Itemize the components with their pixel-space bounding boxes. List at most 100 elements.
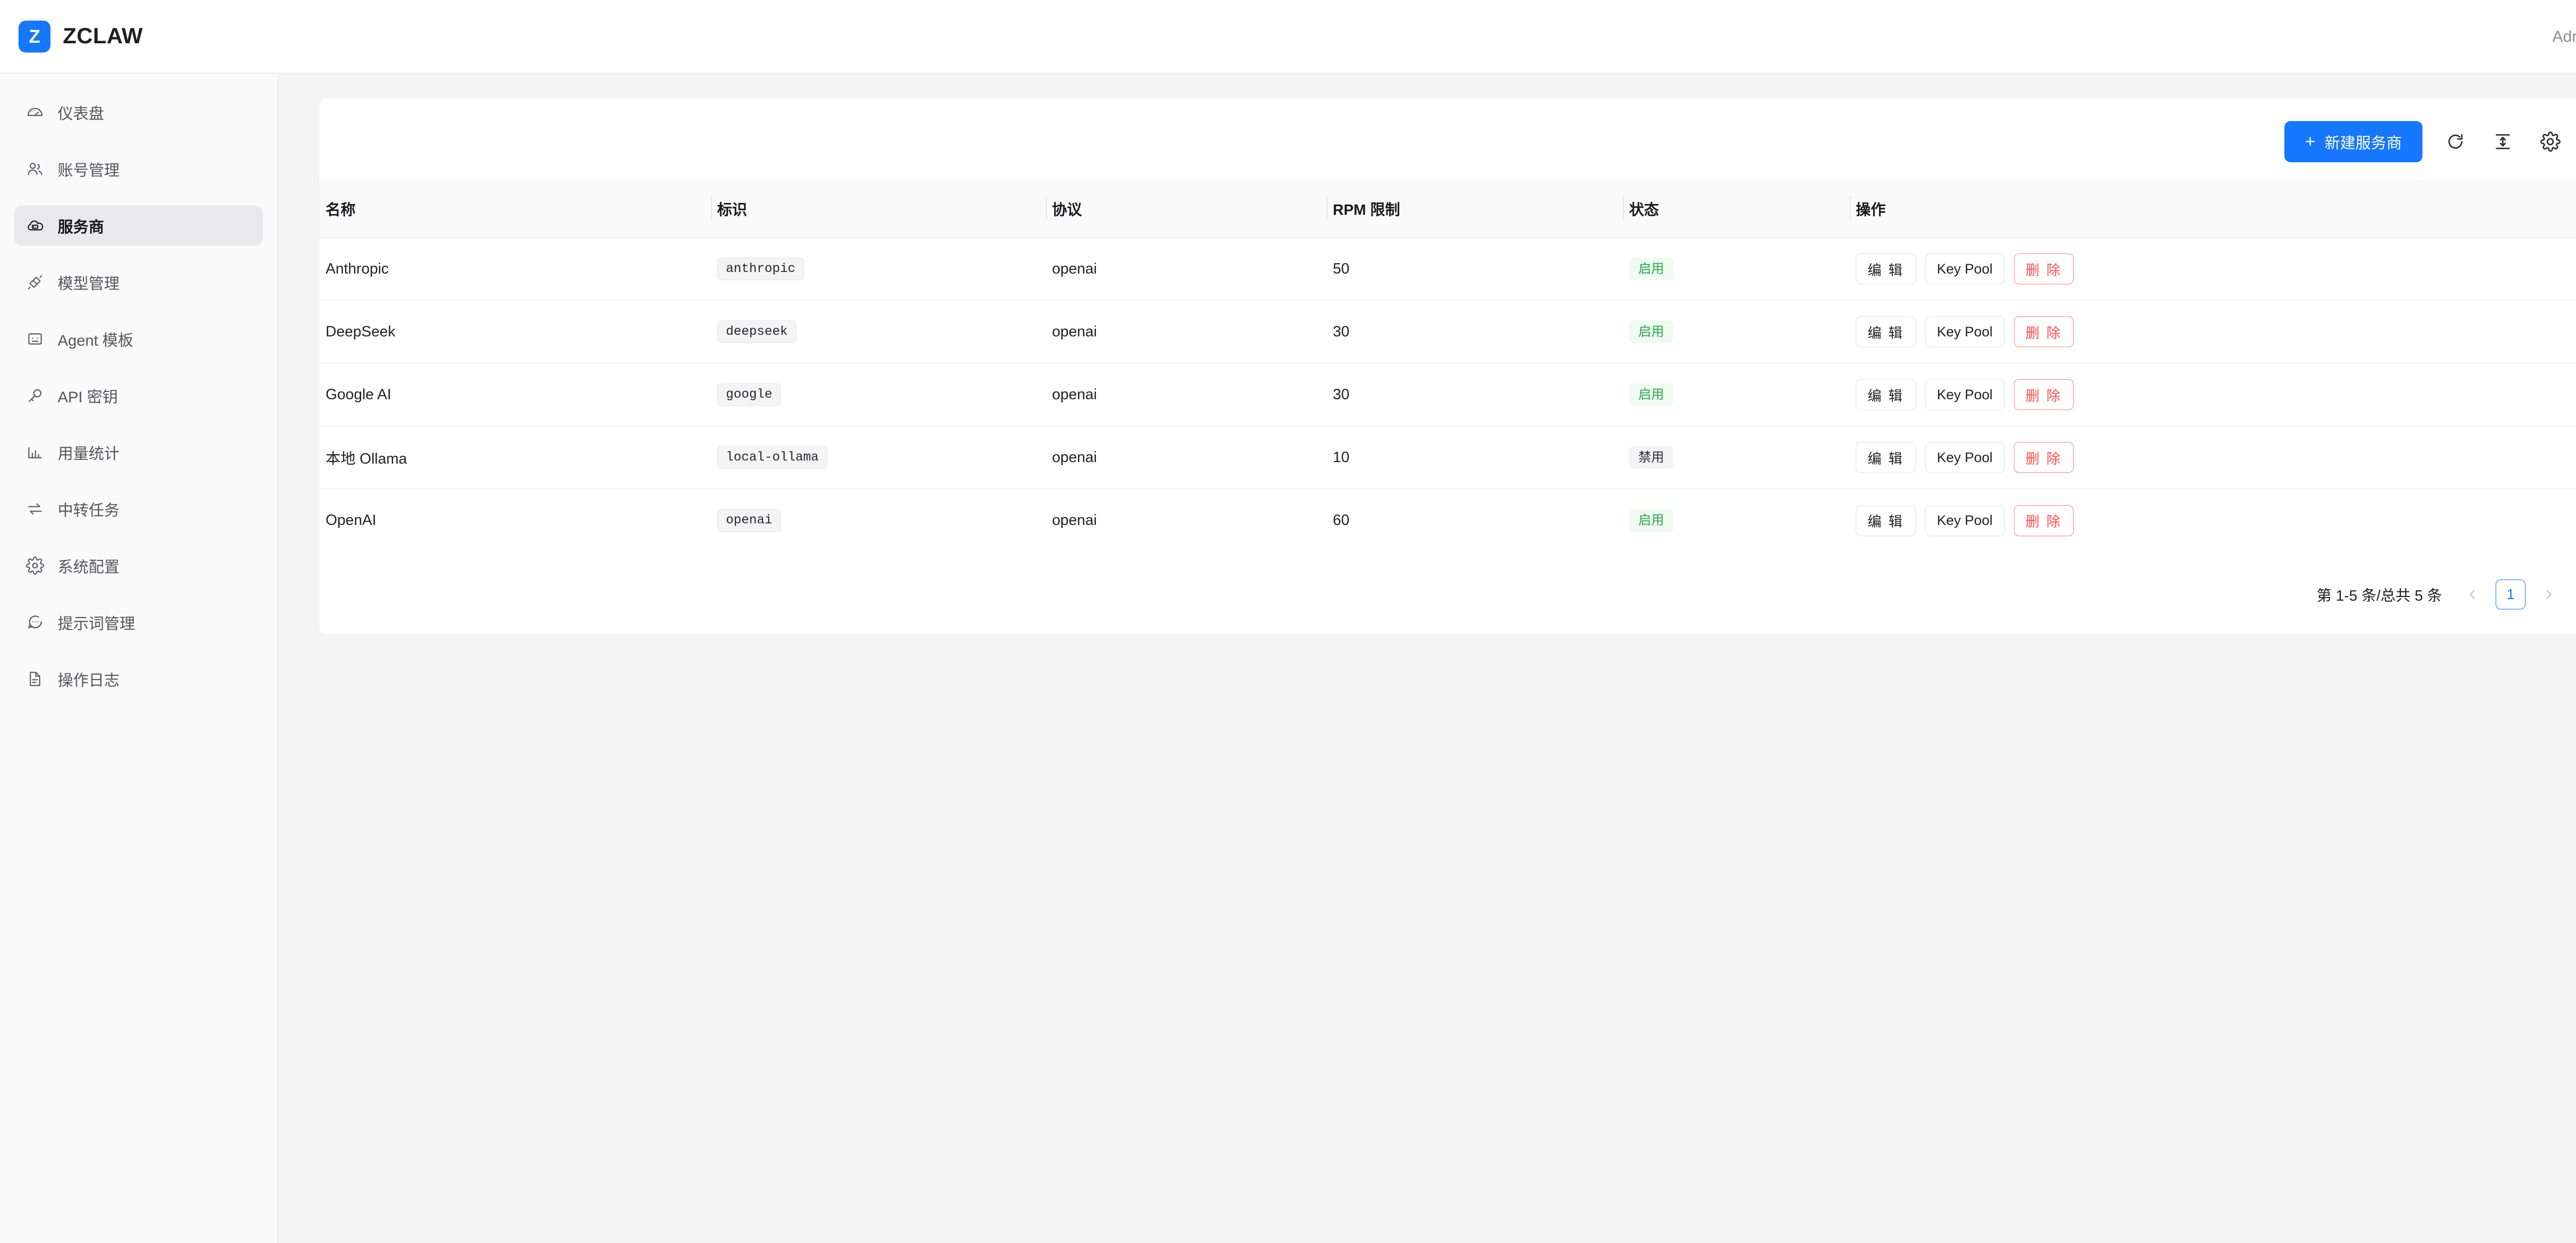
brand[interactable]: Z ZCLAW <box>19 20 143 53</box>
delete-button[interactable]: 删 除 <box>2013 442 2074 473</box>
sidebar-item-label: 提示词管理 <box>58 616 135 633</box>
sidebar-item-label: Agent 模板 <box>58 332 133 349</box>
edit-button[interactable]: 编 辑 <box>1856 442 1916 473</box>
delete-button[interactable]: 删 除 <box>2013 253 2074 284</box>
chevron-right-icon <box>2542 588 2555 601</box>
edit-button[interactable]: 编 辑 <box>1856 379 1916 410</box>
table-settings-button[interactable] <box>2536 127 2565 156</box>
key-pool-button[interactable]: Key Pool <box>1925 505 2005 536</box>
chevron-left-icon <box>2466 588 2479 601</box>
cell-slug: google <box>711 363 1046 427</box>
cell-protocol: openai <box>1046 426 1327 489</box>
cell-status: 启用 <box>1623 300 1850 364</box>
cell-operations: 编 辑 Key Pool 删 除 <box>1850 300 2576 364</box>
sidebar-item-dashboard[interactable]: 仪表盘 <box>14 92 263 132</box>
status-badge: 禁用 <box>1629 446 1674 469</box>
slug-chip: deepseek <box>717 320 797 344</box>
providers-card: + 新建服务商 <box>319 98 2576 634</box>
cloud-server-icon <box>26 216 44 235</box>
column-header-operations[interactable]: 操作 <box>1850 180 2576 238</box>
row-actions: 编 辑 Key Pool 删 除 <box>1856 442 2576 473</box>
sidebar-item-label: API 密钥 <box>58 389 118 406</box>
pagination-prev-button[interactable] <box>2460 582 2485 607</box>
swap-icon <box>26 500 44 518</box>
table-row: 本地 Ollama local-ollama openai 10 禁用 编 辑 … <box>319 426 2576 489</box>
gauge-icon <box>26 103 44 122</box>
edit-button[interactable]: 编 辑 <box>1856 253 1916 284</box>
cell-operations: 编 辑 Key Pool 删 除 <box>1850 489 2576 552</box>
cell-slug: anthropic <box>711 237 1046 301</box>
sidebar-item-label: 用量统计 <box>58 446 120 463</box>
key-pool-button[interactable]: Key Pool <box>1925 379 2005 410</box>
column-header-label: 操作 <box>1856 201 1886 218</box>
column-header-label: RPM 限制 <box>1333 201 1400 218</box>
gear-icon <box>26 556 44 575</box>
column-header-status[interactable]: 状态 <box>1623 180 1850 238</box>
column-header-slug[interactable]: 标识 <box>711 180 1046 238</box>
column-header-name[interactable]: 名称 <box>319 180 711 238</box>
sidebar-item-agent-templates[interactable]: Agent 模板 <box>14 319 263 359</box>
top-bar: Z ZCLAW Admin <box>0 0 2576 74</box>
sidebar-item-system-config[interactable]: 系统配置 <box>14 546 263 586</box>
column-header-label: 状态 <box>1629 201 1659 218</box>
users-icon <box>26 160 44 178</box>
providers-table: 名称 标识 协议 RPM 限制 状态 操作 Anthropic anthropi… <box>319 180 2576 552</box>
key-pool-button[interactable]: Key Pool <box>1925 442 2005 473</box>
edit-button[interactable]: 编 辑 <box>1856 505 1916 536</box>
sidebar-item-models[interactable]: 模型管理 <box>14 262 263 302</box>
column-height-icon <box>2492 131 2514 152</box>
column-header-rpm-limit[interactable]: RPM 限制 <box>1327 180 1623 238</box>
slug-chip: anthropic <box>717 257 805 281</box>
cell-status: 启用 <box>1623 237 1850 301</box>
pagination-page-1[interactable]: 1 <box>2496 580 2526 609</box>
pagination: 第 1-5 条/总共 5 条 1 <box>319 552 2576 620</box>
edit-button[interactable]: 编 辑 <box>1856 316 1916 347</box>
table-toolbar: + 新建服务商 <box>319 98 2576 180</box>
pagination-next-button[interactable] <box>2536 582 2562 607</box>
create-provider-button[interactable]: + 新建服务商 <box>2284 121 2422 162</box>
key-pool-button[interactable]: Key Pool <box>1925 316 2005 347</box>
sidebar-item-label: 操作日志 <box>58 672 120 689</box>
cell-slug: deepseek <box>711 300 1046 364</box>
sidebar-item-label: 模型管理 <box>58 276 120 293</box>
delete-button[interactable]: 删 除 <box>2013 505 2074 536</box>
cell-name: Google AI <box>319 363 711 427</box>
sidebar-item-providers[interactable]: 服务商 <box>14 206 263 246</box>
robot-icon <box>26 330 44 348</box>
column-header-protocol[interactable]: 协议 <box>1046 180 1327 238</box>
sidebar-item-relay-tasks[interactable]: 中转任务 <box>14 489 263 529</box>
row-actions: 编 辑 Key Pool 删 除 <box>1856 316 2576 347</box>
sidebar-item-operation-logs[interactable]: 操作日志 <box>14 659 263 699</box>
sidebar-item-prompt-management[interactable]: 提示词管理 <box>14 602 263 642</box>
key-pool-button[interactable]: Key Pool <box>1925 253 2005 284</box>
slug-chip: google <box>717 383 782 406</box>
sidebar-item-accounts[interactable]: 账号管理 <box>14 149 263 189</box>
plug-icon <box>26 273 44 292</box>
table-body: Anthropic anthropic openai 50 启用 编 辑 Key… <box>319 237 2576 552</box>
row-actions: 编 辑 Key Pool 删 除 <box>1856 253 2576 284</box>
main-content: + 新建服务商 <box>278 74 2576 1243</box>
cell-status: 禁用 <box>1623 426 1850 489</box>
table-row: DeepSeek deepseek openai 30 启用 编 辑 Key P… <box>319 300 2576 364</box>
cell-name: DeepSeek <box>319 300 711 364</box>
delete-button[interactable]: 删 除 <box>2013 379 2074 410</box>
status-badge: 启用 <box>1629 383 1674 406</box>
sidebar-item-label: 服务商 <box>58 219 104 236</box>
table-row: OpenAI openai openai 60 启用 编 辑 Key Pool … <box>319 489 2576 552</box>
row-density-button[interactable] <box>2488 127 2517 156</box>
refresh-button[interactable] <box>2441 127 2470 156</box>
cell-status: 启用 <box>1623 489 1850 552</box>
cell-name: 本地 Ollama <box>319 426 711 489</box>
sidebar-item-api-keys[interactable]: API 密钥 <box>14 376 263 416</box>
create-provider-label: 新建服务商 <box>2325 135 2402 152</box>
sidebar-item-usage-stats[interactable]: 用量统计 <box>14 432 263 472</box>
sidebar-item-label: 系统配置 <box>58 559 120 576</box>
cell-operations: 编 辑 Key Pool 删 除 <box>1850 426 2576 489</box>
cell-name: Anthropic <box>319 237 711 301</box>
slug-chip: local-ollama <box>717 446 828 469</box>
sidebar: 仪表盘 账号管理 服务商 模型管理 <box>0 74 278 1243</box>
delete-button[interactable]: 删 除 <box>2013 316 2074 347</box>
cell-slug: local-ollama <box>711 426 1046 489</box>
column-header-label: 协议 <box>1052 201 1082 218</box>
user-menu[interactable]: Admin <box>2552 27 2576 45</box>
